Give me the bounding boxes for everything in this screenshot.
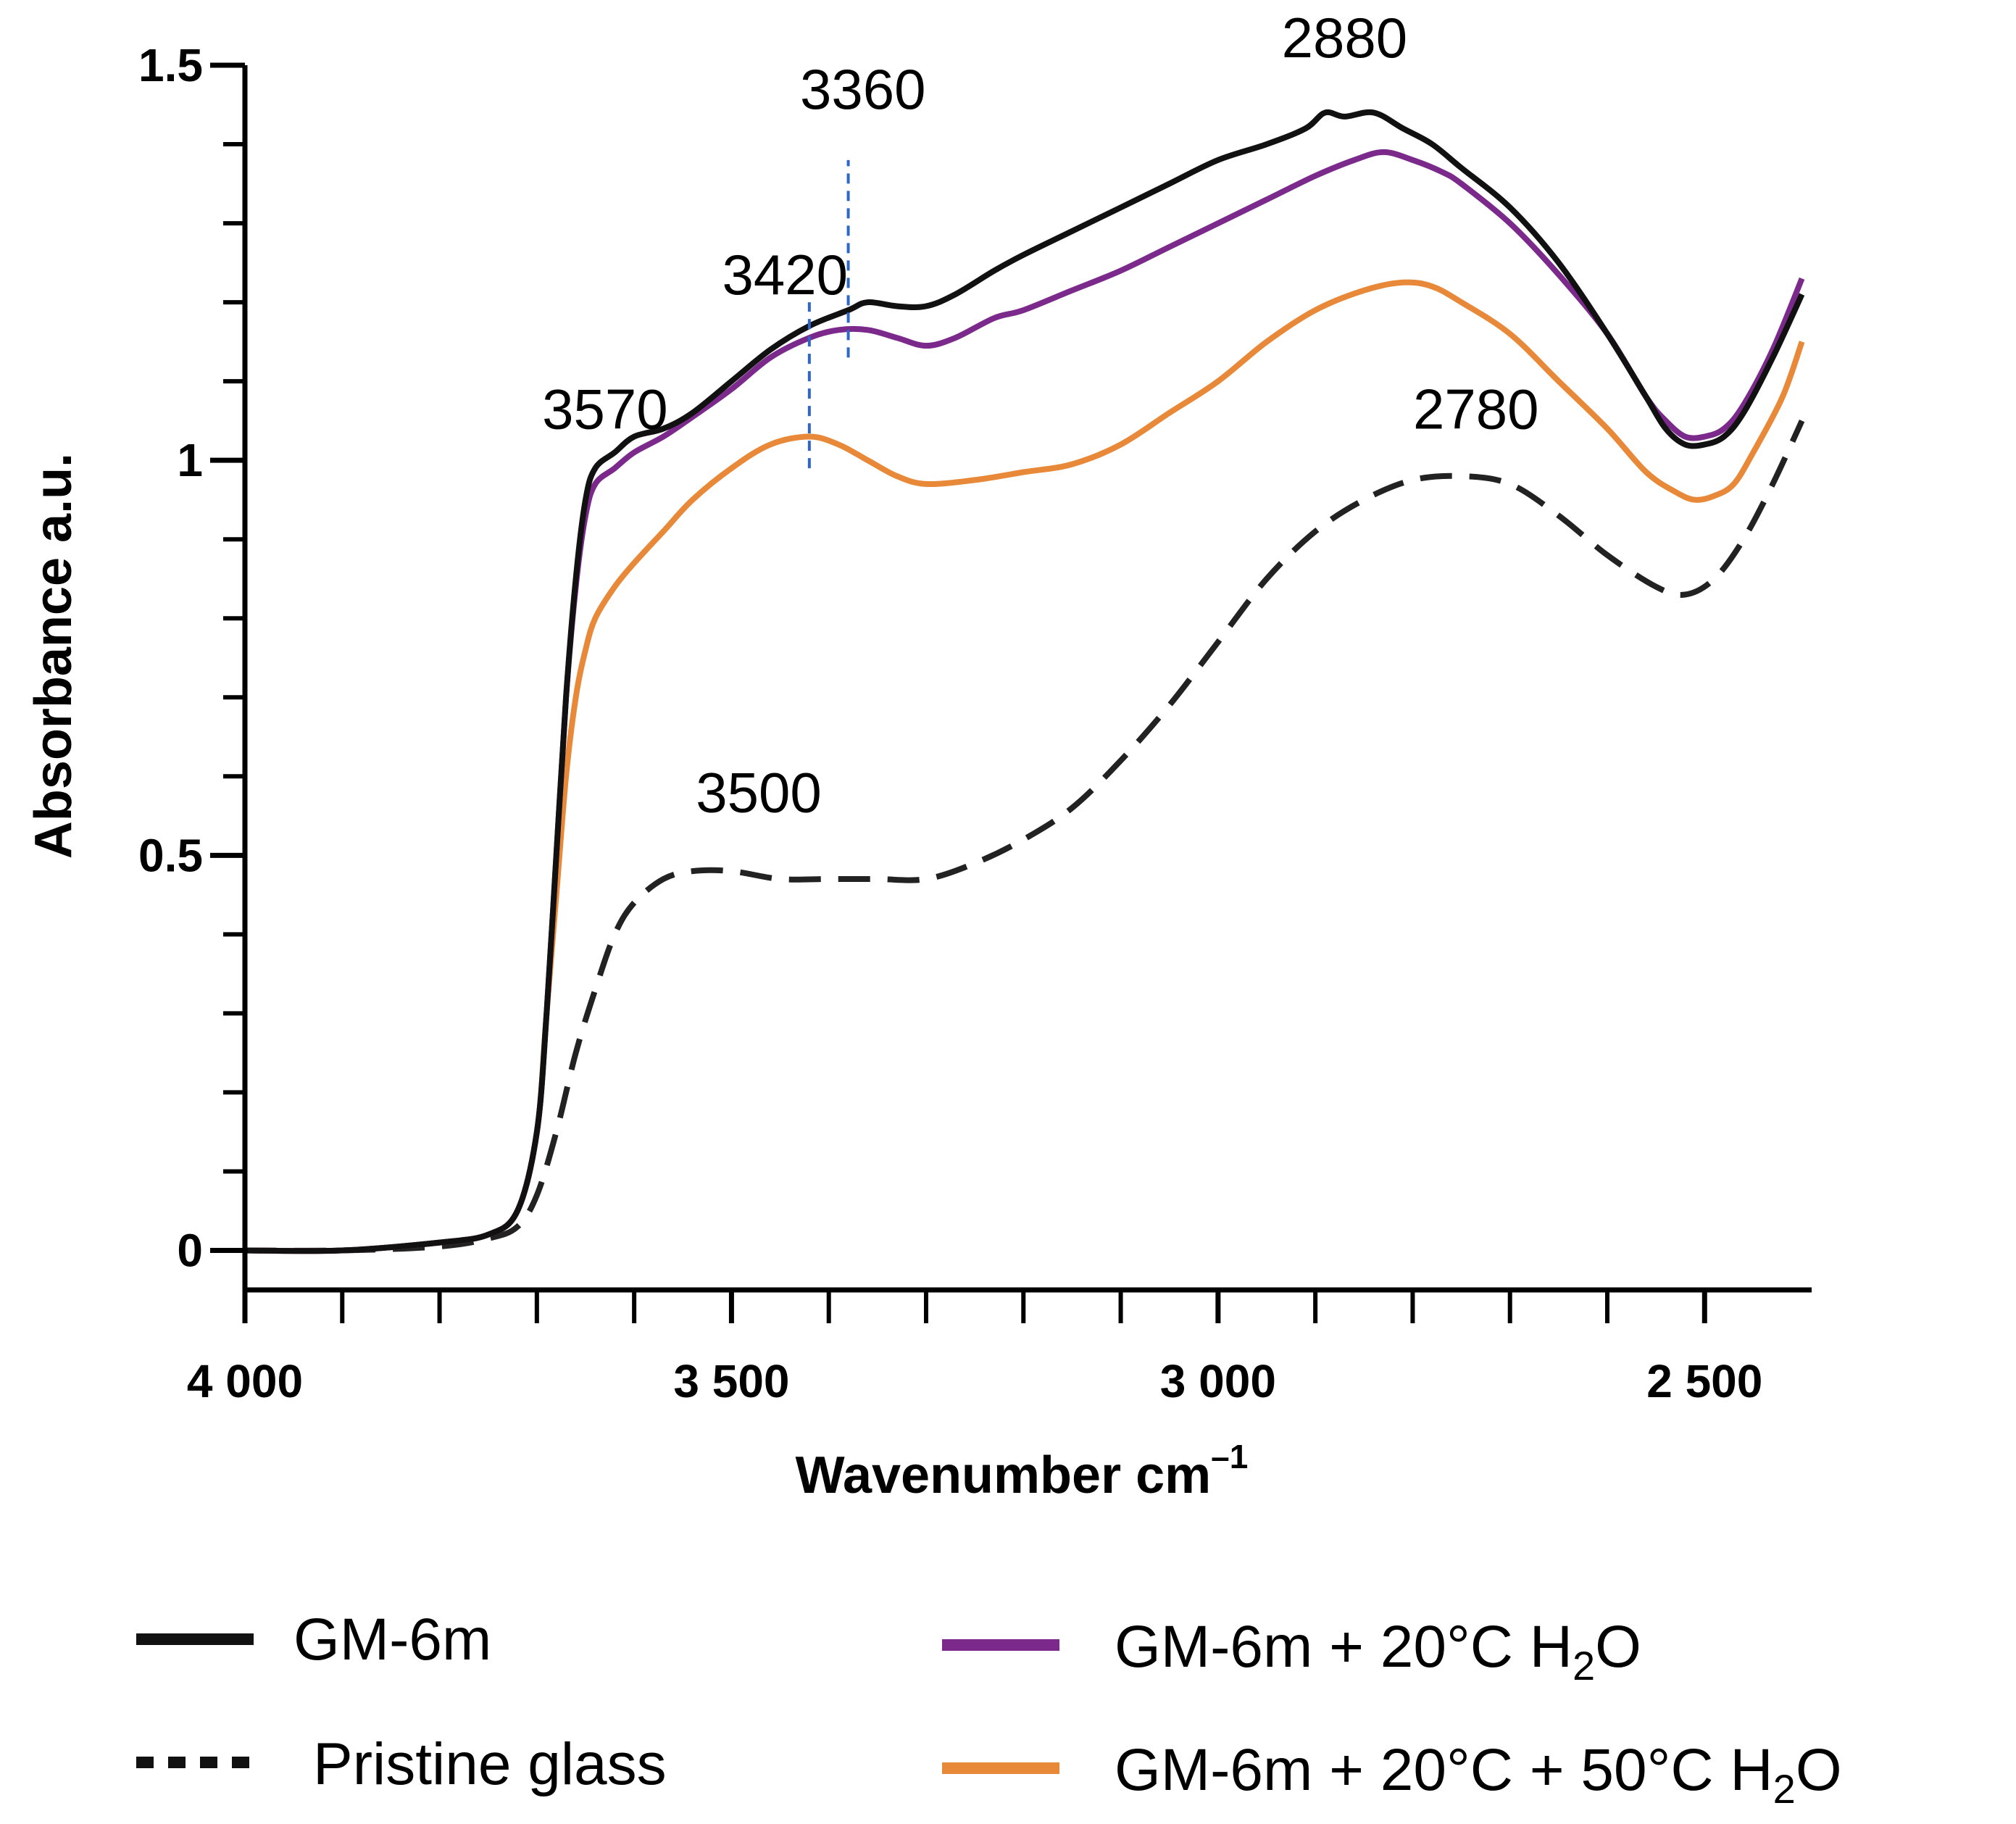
legend-label-gm-6m-20c-50c-h2o-sub: 2 (1773, 1766, 1796, 1812)
y-tick-label-2: 1 (177, 434, 203, 486)
legend-entry-gm-6m: GM-6m (136, 1607, 491, 1673)
y-tick-label-1: 0.5 (138, 829, 203, 881)
annotation-2780: 2780 (1413, 378, 1539, 441)
legend-entry-gm-6m-20c-h2o: GM-6m + 20°C H2O (942, 1614, 1641, 1688)
tick-layer: 4 000 3 500 3 000 2 500 0 0.5 1 1.5 (138, 39, 1762, 1407)
legend-label-gm-6m-20c-h2o-tail: O (1595, 1614, 1641, 1680)
annotation-3420: 3420 (722, 243, 849, 307)
legend-label-gm-6m-20c-h2o-sub: 2 (1573, 1643, 1595, 1688)
series-layer (244, 109, 1805, 1254)
legend-label-pristine-glass: Pristine glass (313, 1731, 667, 1797)
y-axis-title: Absorbance a.u. (25, 453, 83, 859)
annotation-3500: 3500 (696, 760, 822, 824)
legend-entry-pristine-glass: Pristine glass (136, 1731, 667, 1797)
legend-label-gm-6m-20c-50c-h2o: GM-6m + 20°C + 50°C H2O (1115, 1737, 1842, 1812)
legend-label-gm-6m-20c-h2o-main: GM-6m + 20°C H (1115, 1614, 1573, 1680)
annotation-3360: 3360 (800, 57, 926, 121)
series-line-0 (244, 419, 1805, 1254)
x-tick-label-0: 4 000 (187, 1355, 303, 1407)
series-line-3 (244, 279, 1805, 1254)
x-axis-title-superscript: –1 (1211, 1438, 1248, 1475)
x-tick-label-1: 3 500 (673, 1355, 789, 1407)
series-line-1 (244, 109, 1805, 1254)
legend-label-gm-6m-20c-h2o: GM-6m + 20°C H2O (1115, 1614, 1641, 1688)
annotation-3570: 3570 (542, 378, 668, 441)
legend-label-gm-6m-20c-50c-h2o-tail: O (1796, 1737, 1842, 1803)
legend-label-gm-6m: GM-6m (293, 1607, 491, 1673)
x-tick-label-2: 3 000 (1160, 1355, 1276, 1407)
legend: GM-6m Pristine glass GM-6m + 20°C H2O GM… (136, 1607, 1842, 1812)
y-tick-label-3: 1.5 (138, 39, 203, 91)
guide-line-layer (807, 159, 850, 469)
x-tick-label-3: 2 500 (1646, 1355, 1762, 1407)
annotation-layer: 2880 3360 3420 3570 2780 3500 (542, 6, 1538, 824)
legend-entry-gm-6m-20c-50c-h2o: GM-6m + 20°C + 50°C H2O (942, 1737, 1842, 1812)
x-axis-title: Wavenumber cm–1 (796, 1438, 1249, 1504)
x-axis-title-main: Wavenumber cm (796, 1446, 1212, 1504)
y-tick-label-0: 0 (177, 1224, 203, 1276)
annotation-2880: 2880 (1282, 6, 1408, 70)
series-line-2 (244, 149, 1805, 1254)
legend-label-gm-6m-20c-50c-h2o-main: GM-6m + 20°C + 50°C H (1115, 1737, 1773, 1803)
